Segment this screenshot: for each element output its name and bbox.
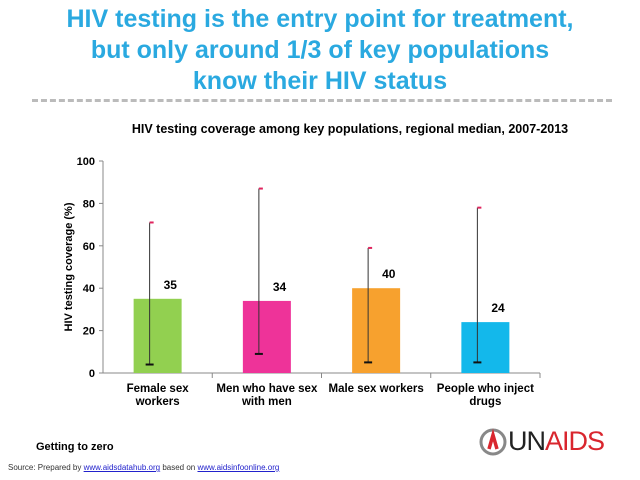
unaids-logo: UNAIDS bbox=[478, 426, 605, 457]
divider bbox=[32, 99, 612, 102]
y-tick-label: 60 bbox=[83, 241, 95, 253]
x-tick-label: with men bbox=[241, 396, 292, 408]
title-line: but only around 1/3 of key populations bbox=[90, 36, 550, 64]
y-tick-label: 20 bbox=[83, 326, 95, 338]
bar-chart: 0 20 40 60 80 100 HIV testing coverage (%) 35 Fe… bbox=[63, 156, 541, 408]
bar bbox=[242, 300, 291, 373]
data-label: 24 bbox=[491, 301, 505, 315]
source-link-aidsdatahub[interactable]: www.aidsdatahub.org bbox=[83, 463, 161, 472]
source-note: Source: Prepared by www.aidsdatahub.org … bbox=[8, 463, 280, 472]
title-line: HIV testing is the entry point for treat… bbox=[66, 5, 574, 33]
x-tick-label: Men who have sex bbox=[216, 383, 318, 395]
y-tick-label: 100 bbox=[77, 156, 95, 168]
x-tick-label: drugs bbox=[469, 396, 501, 408]
y-tick-label: 80 bbox=[83, 198, 95, 210]
un-emblem-icon bbox=[479, 428, 507, 455]
data-label: 34 bbox=[273, 280, 287, 294]
source-link-aidsinfoonline[interactable]: www.aidsinfoonline.org bbox=[197, 463, 280, 472]
bar bbox=[352, 288, 401, 373]
chart-title: HIV testing coverage among key populatio… bbox=[131, 122, 569, 136]
x-tick-label: Female sex bbox=[127, 383, 190, 395]
y-tick-label: 40 bbox=[83, 283, 95, 295]
y-tick-label: 0 bbox=[89, 368, 95, 380]
tagline: Getting to zero bbox=[36, 441, 114, 453]
y-axis-label: HIV testing coverage (%) bbox=[63, 202, 75, 331]
title-line: know their HIV status bbox=[192, 67, 448, 95]
slide-title: HIV testing is the entry point for treat… bbox=[0, 4, 640, 97]
x-tick-label: People who inject bbox=[437, 383, 534, 395]
x-tick-label: workers bbox=[135, 396, 180, 408]
bar bbox=[133, 298, 182, 373]
data-label: 40 bbox=[382, 267, 396, 281]
data-label: 35 bbox=[164, 278, 178, 292]
x-tick-label: Male sex workers bbox=[328, 383, 423, 395]
bar bbox=[461, 322, 510, 373]
